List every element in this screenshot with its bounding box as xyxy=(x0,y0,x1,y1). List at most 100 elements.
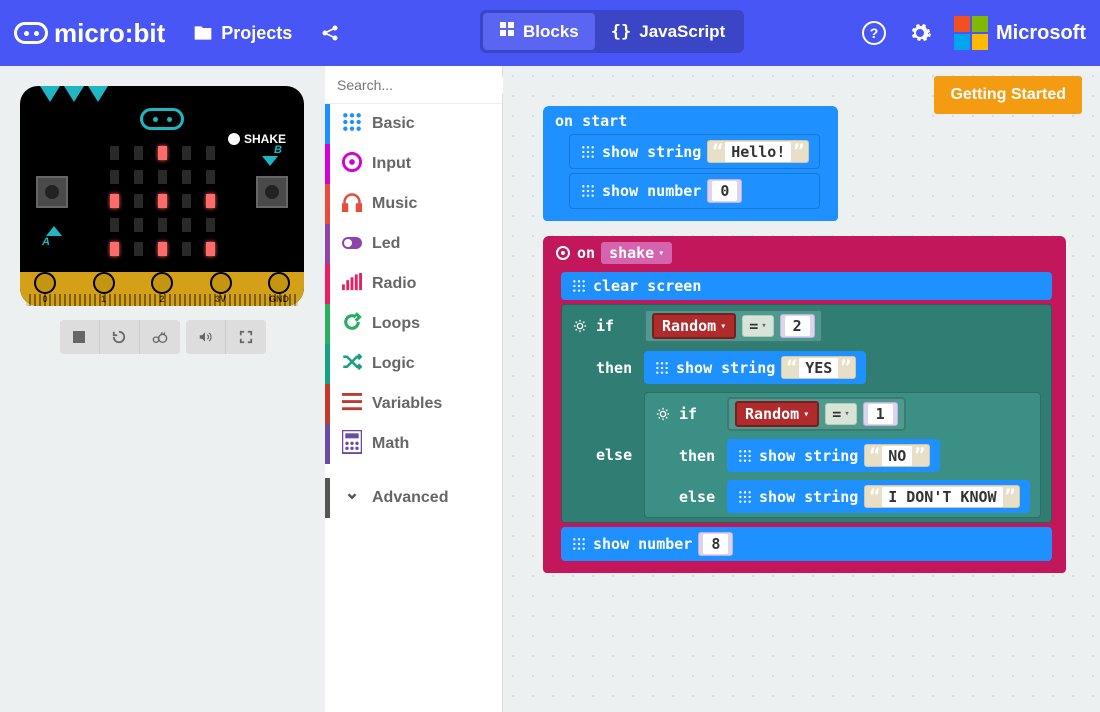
show-number-label: show number xyxy=(602,182,701,200)
category-variables[interactable]: Variables xyxy=(325,384,502,424)
string-input[interactable]: NO xyxy=(864,444,930,467)
show-string-no[interactable]: show string NO xyxy=(727,439,940,472)
on-shake-hat[interactable]: on shake clear screen if xyxy=(543,236,1066,573)
restart-button[interactable] xyxy=(100,320,140,354)
category-math[interactable]: Math xyxy=(325,424,502,464)
condition-input[interactable]: Random = 1 xyxy=(727,397,906,431)
category-label: Loops xyxy=(372,315,420,333)
on-start-stack[interactable]: on start show string Hello! show number … xyxy=(543,106,838,221)
simulator-controls xyxy=(20,320,305,354)
settings-button[interactable] xyxy=(908,21,932,45)
string-input[interactable]: I DON'T KNOW xyxy=(864,485,1020,508)
string-input[interactable]: YES xyxy=(781,356,856,379)
blocks-mode-label: Blocks xyxy=(523,22,579,42)
button-a[interactable] xyxy=(36,176,68,208)
number-input[interactable]: 8 xyxy=(698,532,733,556)
brand-text: micro:bit xyxy=(54,18,165,49)
number-input[interactable]: 2 xyxy=(780,314,815,338)
microsoft-squares-icon xyxy=(954,16,988,50)
show-string-yes[interactable]: show string YES xyxy=(644,351,866,384)
on-start-hat[interactable]: on start show string Hello! show number … xyxy=(543,106,838,221)
string-input[interactable]: Hello! xyxy=(707,140,809,163)
then-keyword: then xyxy=(596,359,636,377)
edge-connector: 0 1 2 3V GND xyxy=(20,272,304,306)
projects-label: Projects xyxy=(221,23,292,44)
brand-logo[interactable]: micro:bit xyxy=(14,18,165,49)
chevron-down-icon xyxy=(342,489,362,507)
clear-screen-block[interactable]: clear screen xyxy=(561,272,1052,300)
board-top-decoration xyxy=(40,86,108,102)
clear-screen-label: clear screen xyxy=(593,277,701,295)
slow-mo-button[interactable] xyxy=(140,320,180,354)
category-label: Music xyxy=(372,195,417,213)
microsoft-logo[interactable]: Microsoft xyxy=(954,16,1086,50)
headphones-icon xyxy=(342,192,362,216)
projects-button[interactable]: Projects xyxy=(193,23,292,44)
operator-dropdown[interactable]: = xyxy=(742,315,773,337)
category-label: Radio xyxy=(372,275,416,293)
category-logic[interactable]: Logic xyxy=(325,344,502,384)
led-matrix xyxy=(105,146,219,260)
mute-button[interactable] xyxy=(186,320,226,354)
show-number-8[interactable]: show number 8 xyxy=(561,527,1052,561)
javascript-mode-button[interactable]: {} JavaScript xyxy=(595,13,741,50)
board-face-icon xyxy=(140,108,184,130)
microsoft-text: Microsoft xyxy=(996,22,1086,45)
event-dropdown[interactable]: shake xyxy=(601,242,672,264)
svg-text:?: ? xyxy=(870,25,879,41)
search-input[interactable] xyxy=(337,77,518,93)
getting-started-button[interactable]: Getting Started xyxy=(934,76,1082,114)
category-advanced[interactable]: Advanced xyxy=(325,478,502,518)
if-block-outer[interactable]: if Random = 2 then show string YE xyxy=(561,304,1052,523)
calc-icon xyxy=(342,430,362,457)
microbit-simulator: SHAKE B A 0 1 2 3V GND xyxy=(20,86,304,306)
category-input[interactable]: Input xyxy=(325,144,502,184)
on-shake-stack[interactable]: on shake clear screen if xyxy=(543,236,1066,573)
category-basic[interactable]: Basic xyxy=(325,104,502,144)
brand-bot-icon xyxy=(14,22,48,44)
if-block-inner[interactable]: if Random = 1 then xyxy=(644,392,1041,518)
category-label: Logic xyxy=(372,355,415,373)
category-label: Led xyxy=(372,235,400,253)
stop-button[interactable] xyxy=(60,320,100,354)
grid-icon xyxy=(571,279,587,293)
gear-icon[interactable] xyxy=(655,407,671,421)
variable-dropdown[interactable]: Random xyxy=(652,313,736,339)
grid-icon xyxy=(580,184,596,198)
category-led[interactable]: Led xyxy=(325,224,502,264)
category-radio[interactable]: Radio xyxy=(325,264,502,304)
category-loops[interactable]: Loops xyxy=(325,304,502,344)
show-string-block[interactable]: show string Hello! xyxy=(569,134,820,169)
blocks-workspace[interactable]: Getting Started on start show string Hel… xyxy=(503,66,1100,712)
number-input[interactable]: 1 xyxy=(863,402,898,426)
blocks-icon xyxy=(499,21,515,42)
button-b[interactable] xyxy=(256,176,288,208)
a-label: A xyxy=(42,236,50,248)
show-number-block[interactable]: show number 0 xyxy=(569,173,820,209)
number-input[interactable]: 0 xyxy=(707,179,742,203)
if-keyword: if xyxy=(596,317,636,335)
target-icon xyxy=(555,246,571,260)
grid-icon xyxy=(737,490,753,504)
blocks-mode-button[interactable]: Blocks xyxy=(483,13,595,50)
b-triangle-icon xyxy=(262,156,278,166)
help-button[interactable]: ? xyxy=(862,21,886,45)
editor-mode-switch: Blocks {} JavaScript xyxy=(480,10,744,53)
simulator-panel: SHAKE B A 0 1 2 3V GND xyxy=(0,66,325,712)
a-triangle-icon xyxy=(46,226,62,236)
list-icon xyxy=(342,393,362,414)
javascript-mode-label: JavaScript xyxy=(639,22,725,42)
fullscreen-button[interactable] xyxy=(226,320,266,354)
condition-input[interactable]: Random = 2 xyxy=(644,309,823,343)
advanced-label: Advanced xyxy=(372,489,448,507)
shuffle-icon xyxy=(342,353,362,375)
operator-dropdown[interactable]: = xyxy=(825,403,856,425)
share-icon xyxy=(320,23,340,43)
b-label: B xyxy=(274,144,282,156)
category-music[interactable]: Music xyxy=(325,184,502,224)
share-button[interactable] xyxy=(320,23,340,43)
gear-icon[interactable] xyxy=(572,319,588,333)
show-string-idk[interactable]: show string I DON'T KNOW xyxy=(727,480,1030,513)
variable-dropdown[interactable]: Random xyxy=(735,401,819,427)
else-keyword: else xyxy=(596,446,636,464)
